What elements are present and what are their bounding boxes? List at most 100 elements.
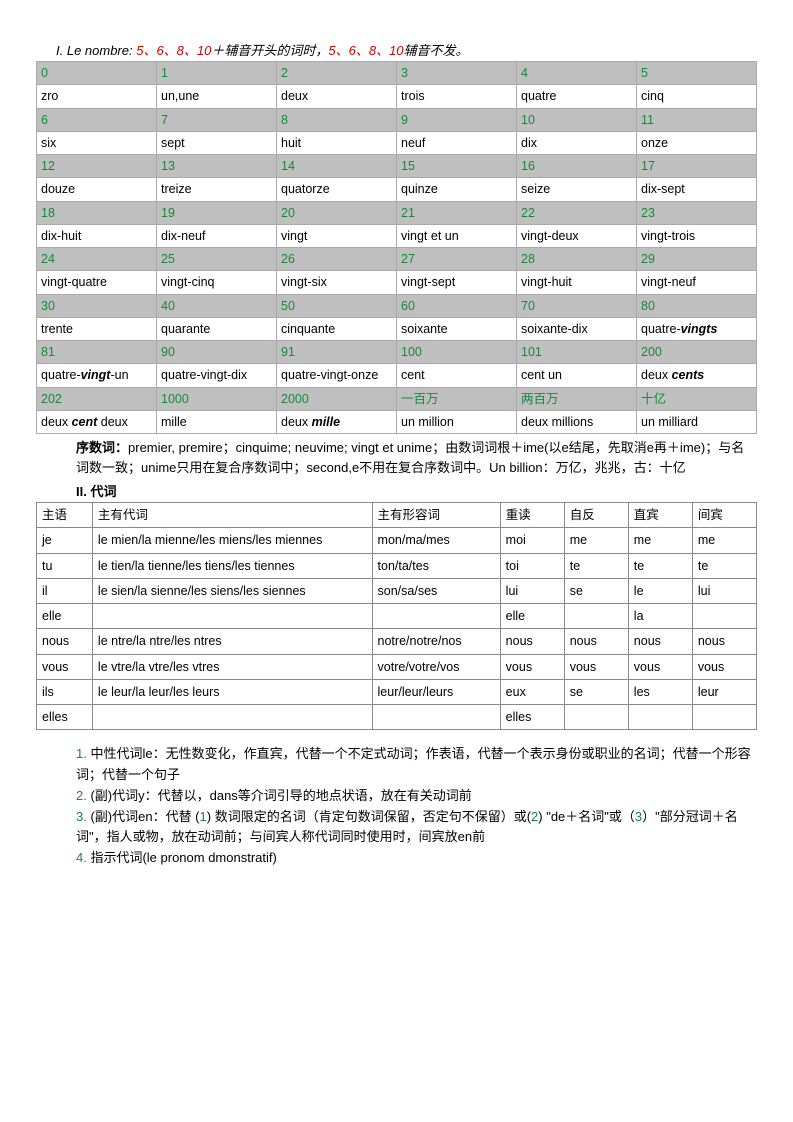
section-2-title: II. 代词: [36, 481, 757, 500]
title-suffix: 辅音不发。: [404, 43, 469, 58]
number-header-cell: 25: [157, 248, 277, 271]
number-value-cell: douze: [37, 178, 157, 201]
pronoun-cell: se: [564, 578, 628, 603]
number-value-cell: quarante: [157, 317, 277, 340]
number-header-cell: 19: [157, 201, 277, 224]
number-value-cell: vingt: [277, 224, 397, 247]
number-value-cell: deux: [277, 85, 397, 108]
pronoun-cell: nous: [692, 629, 756, 654]
pronoun-cell: [628, 705, 692, 730]
note-item: 3. (副)代词en：代替 (1) 数词限定的名词（肯定句数词保留，否定句不保留…: [76, 807, 757, 849]
number-header-cell: 2: [277, 62, 397, 85]
pronoun-cell: toi: [500, 553, 564, 578]
pronoun-cell: vous: [37, 654, 93, 679]
number-header-cell: 22: [517, 201, 637, 224]
number-header-cell: 27: [397, 248, 517, 271]
number-header-cell: 6: [37, 108, 157, 131]
number-value-cell: zro: [37, 85, 157, 108]
number-value-cell: seize: [517, 178, 637, 201]
pronoun-cell: se: [564, 679, 628, 704]
number-header-cell: 100: [397, 341, 517, 364]
number-value-cell: treize: [157, 178, 277, 201]
number-header-cell: 40: [157, 294, 277, 317]
number-value-cell: deux cents: [637, 364, 757, 387]
number-header-cell: 30: [37, 294, 157, 317]
pronoun-cell: la: [628, 604, 692, 629]
number-header-cell: 90: [157, 341, 277, 364]
number-header-cell: 24: [37, 248, 157, 271]
pronoun-cell: leur: [692, 679, 756, 704]
pronoun-cell: ils: [37, 679, 93, 704]
pronoun-cell: vous: [564, 654, 628, 679]
number-value-cell: deux cent deux: [37, 410, 157, 433]
numbers-table: 012345zroun,unedeuxtroisquatrecinq678910…: [36, 61, 757, 434]
pronoun-cell: lui: [692, 578, 756, 603]
pronoun-cell: [92, 604, 372, 629]
number-header-cell: 26: [277, 248, 397, 271]
number-value-cell: soixante-dix: [517, 317, 637, 340]
pronoun-cell: elle: [37, 604, 93, 629]
number-header-cell: 10: [517, 108, 637, 131]
number-value-cell: trente: [37, 317, 157, 340]
number-header-cell: 一百万: [397, 387, 517, 410]
pronoun-header-cell: 直宾: [628, 503, 692, 528]
pronoun-cell: tu: [37, 553, 93, 578]
pronoun-cell: vous: [500, 654, 564, 679]
number-header-cell: 2000: [277, 387, 397, 410]
number-value-cell: un million: [397, 410, 517, 433]
number-value-cell: quinze: [397, 178, 517, 201]
number-value-cell: huit: [277, 131, 397, 154]
note-item: 2. (副)代词y：代替以，dans等介词引导的地点状语，放在有关动词前: [76, 786, 757, 807]
pronoun-cell: ton/ta/tes: [372, 553, 500, 578]
ordinal-label: 序数词：: [76, 440, 128, 455]
number-value-cell: dix-sept: [637, 178, 757, 201]
number-header-cell: 20: [277, 201, 397, 224]
number-value-cell: mille: [157, 410, 277, 433]
number-value-cell: soixante: [397, 317, 517, 340]
pronoun-cell: leur/leur/leurs: [372, 679, 500, 704]
number-value-cell: vingt-huit: [517, 271, 637, 294]
number-header-cell: 5: [637, 62, 757, 85]
pronoun-cell: [372, 604, 500, 629]
number-value-cell: deux millions: [517, 410, 637, 433]
pronoun-cell: [564, 705, 628, 730]
pronoun-cell: [564, 604, 628, 629]
number-header-cell: 200: [637, 341, 757, 364]
number-value-cell: quatre-vingt-onze: [277, 364, 397, 387]
pronoun-cell: [692, 604, 756, 629]
number-header-cell: 50: [277, 294, 397, 317]
number-header-cell: 1000: [157, 387, 277, 410]
number-header-cell: 4: [517, 62, 637, 85]
number-header-cell: 81: [37, 341, 157, 364]
section-1-title: I. Le nombre: 5、6、8、10＋辅音开头的词时，5、6、8、10辅…: [36, 40, 757, 59]
pronoun-cell: [692, 705, 756, 730]
pronoun-cell: [92, 705, 372, 730]
number-value-cell: cinquante: [277, 317, 397, 340]
pronoun-cell: mon/ma/mes: [372, 528, 500, 553]
pronoun-cell: les: [628, 679, 692, 704]
pronoun-cell: il: [37, 578, 93, 603]
number-value-cell: cent: [397, 364, 517, 387]
pronoun-cell: me: [692, 528, 756, 553]
pronoun-cell: le vtre/la vtre/les vtres: [92, 654, 372, 679]
number-value-cell: dix-huit: [37, 224, 157, 247]
number-header-cell: 23: [637, 201, 757, 224]
number-header-cell: 18: [37, 201, 157, 224]
pronoun-cell: me: [628, 528, 692, 553]
number-value-cell: sept: [157, 131, 277, 154]
number-value-cell: un milliard: [637, 410, 757, 433]
number-header-cell: 16: [517, 155, 637, 178]
pronoun-cell: te: [692, 553, 756, 578]
number-value-cell: quatorze: [277, 178, 397, 201]
number-header-cell: 9: [397, 108, 517, 131]
number-header-cell: 8: [277, 108, 397, 131]
number-header-cell: 60: [397, 294, 517, 317]
number-value-cell: neuf: [397, 131, 517, 154]
number-value-cell: six: [37, 131, 157, 154]
pronoun-cell: elle: [500, 604, 564, 629]
number-header-cell: 11: [637, 108, 757, 131]
number-value-cell: cent un: [517, 364, 637, 387]
number-header-cell: 12: [37, 155, 157, 178]
number-header-cell: 28: [517, 248, 637, 271]
number-header-cell: 21: [397, 201, 517, 224]
